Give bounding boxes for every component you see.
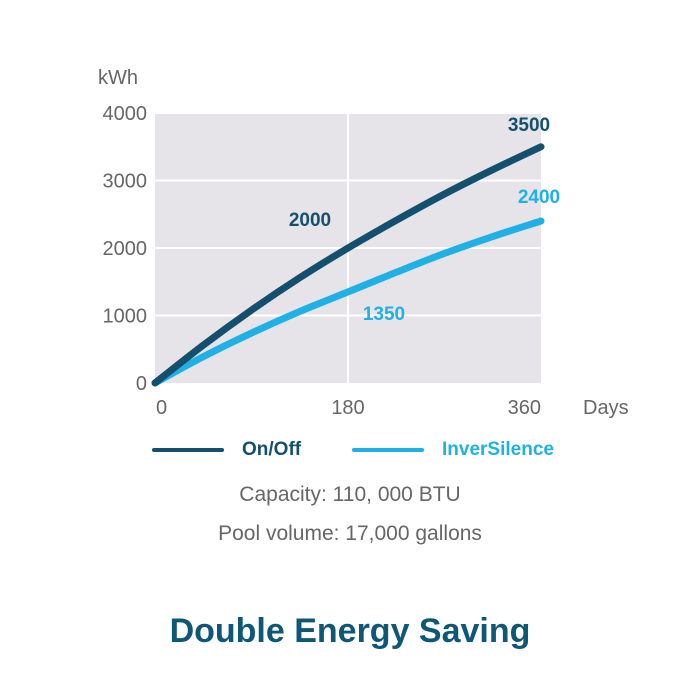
y-tick-label: 4000 <box>103 103 148 125</box>
page-title: Double Energy Saving <box>169 612 531 650</box>
legend-swatch-onoff <box>152 448 224 452</box>
legend-item-onoff: On/Off <box>152 436 301 464</box>
series-lines <box>151 143 545 387</box>
legend: On/Off InverSilence <box>0 436 700 464</box>
x-tick-label: 360 <box>508 397 541 419</box>
data-label: 2000 <box>289 210 331 231</box>
y-tick-label: 3000 <box>103 171 148 193</box>
legend-label-inversilence: InverSilence <box>442 439 554 460</box>
series-line-inversilence <box>151 217 545 387</box>
pool-volume-note: Pool volume: 17,000 gallons <box>218 522 482 545</box>
y-tick-label: 2000 <box>103 238 148 260</box>
legend-swatch-inversilence <box>352 448 424 452</box>
data-label: 2400 <box>518 187 560 208</box>
data-labels: 2000 3500 1350 2400 <box>289 115 560 325</box>
data-label: 1350 <box>363 304 405 325</box>
x-tick-label: 180 <box>331 397 364 419</box>
y-tick-label: 1000 <box>103 306 148 328</box>
y-axis-label: kWh <box>98 67 138 89</box>
x-axis-label: Days <box>583 397 629 419</box>
y-axis: 0 1000 2000 3000 4000 <box>103 103 148 395</box>
chart: 0 1000 2000 3000 4000 0 180 360 kWh Days 2000 3… <box>98 67 629 419</box>
x-tick-label: 0 <box>156 397 167 419</box>
capacity-note: Capacity: 110, 000 BTU <box>239 483 461 506</box>
data-label: 3500 <box>508 115 550 136</box>
y-tick-label: 0 <box>136 373 147 395</box>
x-axis: 0 180 360 <box>156 397 541 419</box>
series-line-on-off <box>151 143 545 387</box>
legend-item-inversilence: InverSilence <box>352 436 554 464</box>
legend-label-onoff: On/Off <box>242 439 302 460</box>
